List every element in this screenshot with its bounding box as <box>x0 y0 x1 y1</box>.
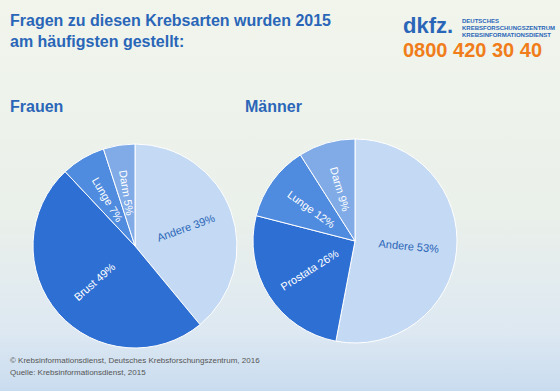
svg-text:am häufigsten gestellt:: am häufigsten gestellt: <box>10 33 184 50</box>
svg-text:Darm 5%: Darm 5% <box>117 169 136 216</box>
svg-text:KREBSINFORMATIONSDIENST: KREBSINFORMATIONSDIENST <box>462 32 551 38</box>
svg-text:Frauen: Frauen <box>10 98 63 115</box>
svg-text:dkfz.: dkfz. <box>403 13 453 38</box>
svg-text:Männer: Männer <box>245 98 302 115</box>
svg-text:Fragen zu diesen Krebsarten wu: Fragen zu diesen Krebsarten wurden 2015 <box>10 12 331 29</box>
svg-text:Prostata 26%: Prostata 26% <box>278 247 340 293</box>
svg-text:Lunge 7%: Lunge 7% <box>89 175 126 224</box>
svg-text:© Krebsinformationsdienst, Deu: © Krebsinformationsdienst, Deutsches Kre… <box>10 356 260 365</box>
svg-text:Darm 9%: Darm 9% <box>328 165 352 213</box>
svg-text:KREBSFORSCHUNGSZENTRUM: KREBSFORSCHUNGSZENTRUM <box>462 25 555 31</box>
svg-text:Lunge 12%: Lunge 12% <box>285 188 337 231</box>
svg-text:Andere 53%: Andere 53% <box>378 237 440 255</box>
svg-text:DEUTSCHES: DEUTSCHES <box>462 18 499 24</box>
svg-text:Quelle: Krebsinformationsdiens: Quelle: Krebsinformationsdienst, 2015 <box>10 368 146 377</box>
svg-text:Brust 49%: Brust 49% <box>72 260 118 303</box>
svg-text:0800 420 30 40: 0800 420 30 40 <box>403 39 542 61</box>
svg-text:Andere 39%: Andere 39% <box>155 212 216 244</box>
